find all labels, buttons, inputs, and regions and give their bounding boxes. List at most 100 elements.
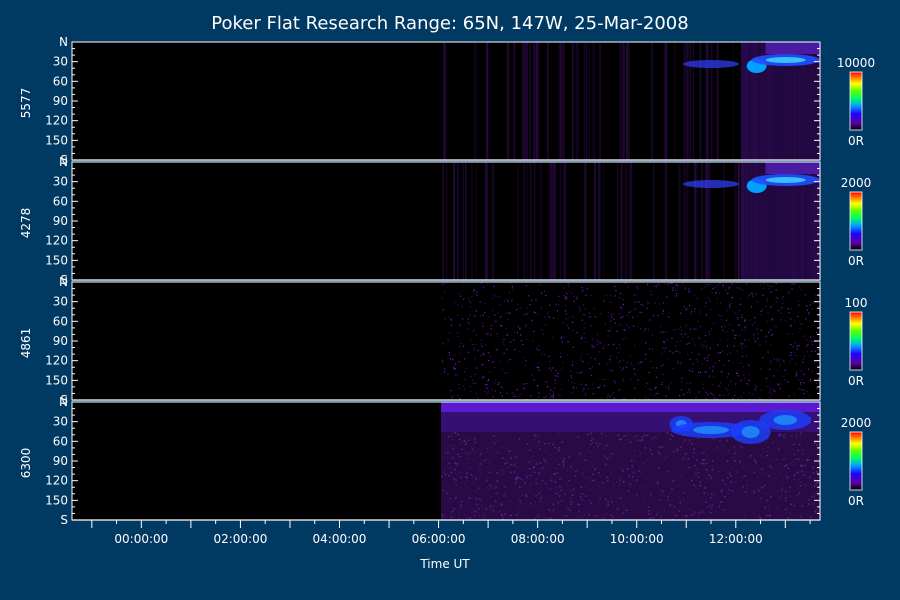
speckle: [468, 300, 470, 302]
speckle: [458, 487, 461, 489]
speckle: [777, 369, 779, 371]
speckle: [450, 390, 452, 392]
speckle: [621, 369, 623, 371]
speckle: [788, 291, 790, 293]
streak: [550, 162, 553, 280]
speckle: [618, 344, 620, 346]
x-tick-label: 02:00:00: [213, 532, 267, 546]
speckle: [537, 435, 540, 437]
speckle: [724, 483, 727, 485]
speckle: [521, 494, 523, 497]
speckle: [702, 387, 705, 389]
speckle: [622, 512, 624, 514]
speckle: [471, 511, 473, 514]
speckle: [525, 495, 528, 497]
speckle: [544, 316, 546, 318]
speckle: [461, 306, 463, 308]
speckle: [533, 311, 535, 313]
speckle: [804, 471, 807, 473]
panel-label: 6300: [19, 448, 33, 479]
speckle: [599, 497, 601, 500]
speckle: [578, 503, 580, 506]
speckle: [650, 513, 652, 515]
speckle: [809, 304, 811, 306]
speckle: [497, 383, 499, 385]
speckle: [811, 308, 813, 310]
speckle: [620, 468, 623, 471]
speckle: [771, 319, 773, 321]
speckle: [474, 373, 476, 376]
speckle: [659, 499, 662, 502]
speckle: [517, 326, 520, 328]
speckle: [659, 516, 661, 519]
speckle: [588, 362, 590, 364]
speckle: [465, 462, 467, 465]
speckle: [702, 459, 704, 461]
speckle: [575, 470, 577, 473]
y-tick-label: 60: [53, 74, 68, 88]
streak: [559, 162, 562, 280]
streak: [533, 162, 536, 280]
streak: [620, 162, 623, 280]
speckle: [630, 441, 632, 443]
speckle: [622, 298, 624, 301]
speckle: [633, 294, 635, 296]
speckle: [553, 393, 555, 395]
speckle: [471, 296, 473, 298]
speckle: [676, 285, 678, 287]
speckle: [744, 339, 746, 341]
speckle: [563, 336, 565, 338]
speckle: [595, 442, 597, 444]
speckle: [792, 346, 794, 348]
speckle: [802, 453, 804, 455]
speckle: [474, 441, 476, 444]
speckle: [741, 343, 743, 345]
speckle: [623, 435, 626, 437]
speckle: [698, 472, 700, 474]
speckle: [688, 291, 690, 293]
speckle: [556, 492, 559, 494]
speckle: [614, 285, 616, 288]
speckle: [662, 310, 664, 313]
speckle: [697, 360, 699, 362]
speckle: [684, 439, 686, 441]
speckle: [628, 327, 630, 329]
speckle: [755, 460, 757, 462]
speckle: [750, 292, 752, 294]
speckle: [775, 282, 777, 285]
speckle: [519, 486, 521, 488]
speckle: [730, 302, 732, 304]
speckle: [770, 496, 772, 498]
speckle: [491, 388, 493, 391]
speckle: [452, 444, 454, 447]
speckle: [629, 355, 631, 357]
colorbar: [849, 71, 863, 131]
speckle: [613, 453, 615, 456]
colorbar-min-label: 0R: [848, 374, 864, 388]
speckle: [474, 315, 476, 317]
speckle: [560, 452, 563, 454]
speckle: [705, 371, 707, 373]
speckle: [623, 380, 625, 382]
speckle: [777, 433, 780, 435]
speckle: [617, 434, 619, 436]
speckle: [482, 314, 484, 316]
speckle: [763, 287, 765, 289]
speckle: [452, 448, 454, 450]
speckle: [818, 305, 820, 307]
speckle: [743, 374, 745, 376]
speckle: [673, 329, 675, 331]
speckle: [581, 336, 583, 338]
speckle: [684, 333, 686, 335]
speckle: [539, 499, 542, 502]
speckle: [816, 387, 818, 389]
speckle: [645, 382, 648, 384]
speckle: [450, 324, 452, 326]
speckle: [584, 308, 586, 310]
speckle: [650, 290, 652, 292]
speckle: [765, 335, 767, 337]
speckle: [693, 328, 695, 330]
speckle: [620, 306, 622, 308]
speckle: [798, 479, 800, 481]
speckle: [458, 361, 460, 363]
